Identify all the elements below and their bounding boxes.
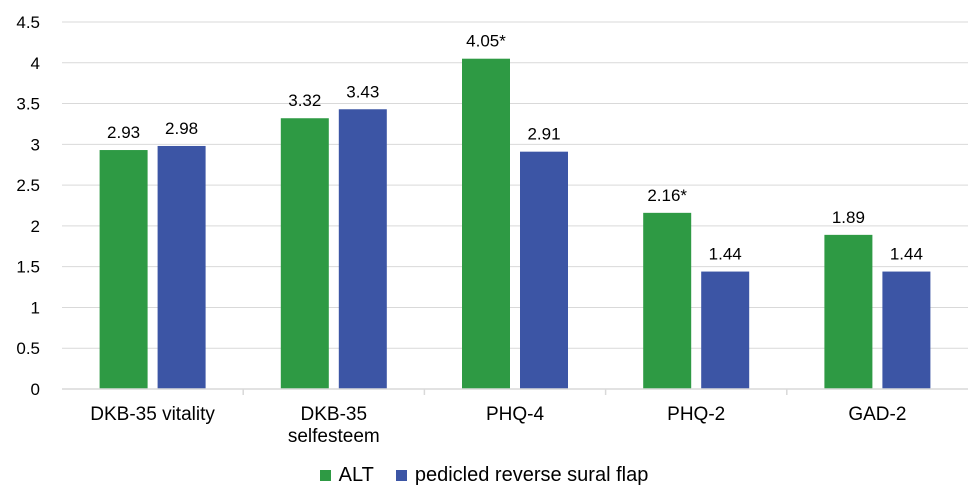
data-label: 2.93 bbox=[107, 123, 140, 142]
y-tick-label: 2 bbox=[31, 217, 40, 236]
data-label: 2.91 bbox=[527, 125, 560, 144]
y-tick-label: 1 bbox=[31, 298, 40, 317]
bar bbox=[643, 213, 691, 389]
bar bbox=[281, 118, 329, 389]
bar bbox=[100, 150, 148, 389]
data-label: 2.16* bbox=[647, 186, 687, 205]
y-tick-label: 3 bbox=[31, 135, 40, 154]
data-label: 2.98 bbox=[165, 119, 198, 138]
legend: ALT pedicled reverse sural flap bbox=[0, 462, 968, 488]
y-tick-label: 4.5 bbox=[16, 13, 40, 32]
bar bbox=[462, 59, 510, 389]
x-tick-label: PHQ-4 bbox=[486, 404, 545, 425]
data-label: 1.44 bbox=[890, 245, 923, 264]
bar bbox=[824, 235, 872, 389]
y-tick-label: 3.5 bbox=[16, 95, 40, 114]
x-tick-label: GAD-2 bbox=[848, 404, 906, 425]
data-label: 1.89 bbox=[832, 208, 865, 227]
data-label: 3.43 bbox=[346, 82, 379, 101]
bars: 2.93 2.98 3.32 3.43 4.05* 2.91 2.16* 1.44 1.89 1.… bbox=[100, 32, 931, 389]
x-tick-label: PHQ-2 bbox=[667, 404, 725, 425]
bar bbox=[701, 272, 749, 389]
bar bbox=[339, 109, 387, 389]
y-tick-label: 4 bbox=[31, 54, 40, 73]
y-tick-label: 2.5 bbox=[16, 176, 40, 195]
data-label: 3.32 bbox=[288, 91, 321, 110]
legend-item-sural-flap: pedicled reverse sural flap bbox=[396, 464, 648, 487]
data-label: 1.44 bbox=[709, 245, 742, 264]
legend-label-alt: ALT bbox=[339, 464, 374, 487]
y-tick-label: 0.5 bbox=[16, 339, 40, 358]
legend-swatch-sural-flap bbox=[396, 470, 407, 481]
legend-label-sural-flap: pedicled reverse sural flap bbox=[415, 464, 648, 487]
legend-swatch-alt bbox=[320, 470, 331, 481]
x-tick-label: DKB-35 bbox=[301, 404, 368, 425]
x-tick-label: DKB-35 vitality bbox=[90, 404, 215, 425]
y-tick-label: 0 bbox=[31, 380, 40, 399]
bar bbox=[520, 152, 568, 389]
y-axis: 0 0.5 1 1.5 2 2.5 3 3.5 4 4.5 bbox=[16, 13, 40, 399]
x-tick-label: selfesteem bbox=[288, 426, 380, 447]
bar bbox=[158, 146, 206, 389]
data-label: 4.05* bbox=[466, 32, 506, 51]
y-tick-label: 1.5 bbox=[16, 258, 40, 277]
legend-item-alt: ALT bbox=[320, 464, 374, 487]
bar bbox=[882, 272, 930, 389]
